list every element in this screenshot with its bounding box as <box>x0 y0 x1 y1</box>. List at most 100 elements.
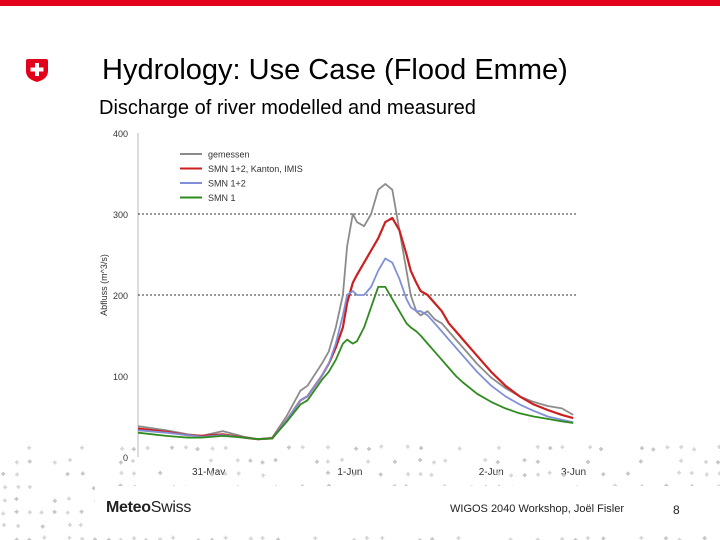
pattern-cross <box>689 471 694 476</box>
pattern-cross <box>509 473 514 478</box>
pattern-cross <box>522 473 527 478</box>
pattern-cross <box>66 496 71 501</box>
pattern-cross <box>52 509 57 514</box>
meteoswiss-logo: MeteoSwiss <box>106 499 191 517</box>
pattern-cross <box>209 472 214 477</box>
pattern-cross <box>14 509 19 514</box>
legend-label-0: gemessen <box>208 150 250 160</box>
pattern-cross <box>260 536 265 540</box>
pattern-cross <box>236 471 241 476</box>
pattern-cross <box>326 445 331 450</box>
pattern-cross <box>158 470 163 475</box>
pattern-cross <box>457 446 462 451</box>
pattern-cross <box>67 458 72 463</box>
pattern-cross <box>40 524 45 529</box>
pattern-cross <box>495 460 500 465</box>
pattern-cross <box>679 445 684 450</box>
pattern-cross <box>169 445 174 450</box>
pattern-cross <box>16 484 21 489</box>
pattern-cross <box>120 446 125 451</box>
pattern-cross <box>406 472 411 477</box>
pattern-cross <box>314 459 319 464</box>
pattern-cross <box>535 459 540 464</box>
logo-text-light: Swiss <box>150 499 192 516</box>
footer-band <box>95 486 720 530</box>
pattern-cross <box>379 444 384 449</box>
legend-label-3: SMN 1 <box>208 193 236 203</box>
pattern-cross <box>210 538 215 540</box>
pattern-cross <box>14 496 19 501</box>
pattern-cross <box>443 458 448 463</box>
pattern-cross <box>560 537 565 540</box>
pattern-cross <box>325 459 330 464</box>
pattern-cross <box>665 445 670 450</box>
y-axis-label: Abfluss (m^3/s) <box>99 254 109 316</box>
pattern-cross <box>586 459 591 464</box>
pattern-cross <box>80 471 85 476</box>
pattern-cross <box>2 498 7 503</box>
series-line-smn-1 <box>137 285 574 441</box>
pattern-cross <box>79 445 84 450</box>
pattern-cross <box>496 445 501 450</box>
pattern-cross <box>16 523 21 528</box>
swiss-flag-icon <box>24 57 50 83</box>
pattern-cross <box>65 472 70 477</box>
x-tick-label-3: 3-Jun <box>561 467 586 475</box>
series-line-smn-1-2-kanton-imis <box>137 216 574 441</box>
series-line-gemessen <box>137 183 574 441</box>
pattern-cross <box>118 460 123 465</box>
pattern-cross <box>158 537 163 540</box>
pattern-cross <box>286 445 291 450</box>
pattern-cross <box>3 485 8 490</box>
pattern-cross <box>418 472 423 477</box>
pattern-cross <box>27 510 32 515</box>
pattern-cross <box>210 446 215 451</box>
pattern-cross <box>679 458 684 463</box>
pattern-cross <box>601 536 606 540</box>
pattern-cross <box>380 536 385 540</box>
pattern-cross <box>196 538 201 540</box>
pattern-cross <box>456 536 461 540</box>
pattern-cross <box>208 458 213 463</box>
pattern-cross <box>1 511 6 516</box>
pattern-cross <box>430 537 435 540</box>
pattern-cross <box>588 445 593 450</box>
pattern-cross <box>364 536 369 540</box>
pattern-cross <box>561 472 566 477</box>
pattern-cross <box>351 472 356 477</box>
pattern-cross <box>431 460 436 465</box>
pattern-cross <box>663 536 668 540</box>
pattern-cross <box>52 460 57 465</box>
pattern-cross <box>419 446 424 451</box>
pattern-cross <box>325 470 330 475</box>
pattern-cross <box>80 536 85 540</box>
pattern-cross <box>223 471 228 476</box>
pattern-cross <box>52 498 57 503</box>
pattern-cross <box>625 471 630 476</box>
pattern-cross <box>14 460 19 465</box>
logo-text-bold: Meteo <box>106 499 151 516</box>
pattern-cross <box>522 458 527 463</box>
x-tick-label-2: 2-Jun <box>479 467 504 475</box>
pattern-cross <box>354 446 359 451</box>
y-tick-label-400: 400 <box>113 129 128 139</box>
pattern-cross <box>132 536 137 540</box>
page-number: 8 <box>673 503 680 517</box>
pattern-cross <box>496 471 501 476</box>
pattern-cross <box>27 445 32 450</box>
pattern-cross <box>313 536 318 540</box>
pattern-cross <box>27 484 32 489</box>
pattern-cross <box>378 472 383 477</box>
slide-title: Hydrology: Use Case (Flood Emme) <box>102 54 568 86</box>
pattern-cross <box>639 446 644 451</box>
y-tick-label-100: 100 <box>113 372 128 382</box>
pattern-cross <box>235 458 240 463</box>
pattern-cross <box>417 538 422 540</box>
footer-text: WIGOS 2040 Workshop, Joël Fisler <box>450 503 625 515</box>
pattern-cross <box>366 459 371 464</box>
slide-subtitle: Discharge of river modelled and measured <box>99 97 476 119</box>
pattern-cross <box>195 447 200 452</box>
pattern-cross <box>223 535 228 540</box>
pattern-cross <box>677 470 682 475</box>
x-tick-label-0: 31-May <box>192 467 225 475</box>
